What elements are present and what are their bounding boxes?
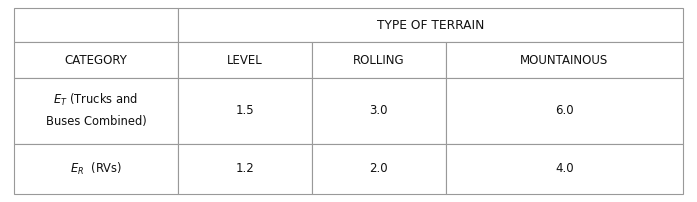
- Text: $E_T$ (Trucks and: $E_T$ (Trucks and: [54, 92, 139, 108]
- Bar: [14, 42, 178, 78]
- Text: ROLLING: ROLLING: [353, 54, 404, 67]
- Bar: [14, 78, 178, 144]
- Bar: [14, 144, 178, 194]
- Bar: [312, 42, 445, 78]
- Text: TYPE OF TERRAIN: TYPE OF TERRAIN: [377, 19, 484, 32]
- Bar: [178, 8, 683, 42]
- Bar: [445, 78, 683, 144]
- Bar: [312, 144, 445, 194]
- Text: LEVEL: LEVEL: [227, 54, 263, 67]
- Bar: [445, 42, 683, 78]
- Text: 3.0: 3.0: [369, 104, 388, 117]
- Bar: [14, 8, 178, 42]
- Text: $E_R$  (RVs): $E_R$ (RVs): [70, 161, 122, 177]
- Text: 1.5: 1.5: [236, 104, 254, 117]
- Bar: [445, 144, 683, 194]
- Bar: [178, 144, 312, 194]
- Bar: [178, 78, 312, 144]
- Text: 2.0: 2.0: [369, 162, 388, 175]
- Bar: [178, 42, 312, 78]
- Text: 6.0: 6.0: [555, 104, 574, 117]
- Text: 1.2: 1.2: [236, 162, 254, 175]
- Text: 4.0: 4.0: [555, 162, 574, 175]
- Text: Buses Combined): Buses Combined): [45, 115, 146, 128]
- Bar: [312, 78, 445, 144]
- Text: CATEGORY: CATEGORY: [64, 54, 128, 67]
- Text: MOUNTAINOUS: MOUNTAINOUS: [520, 54, 608, 67]
